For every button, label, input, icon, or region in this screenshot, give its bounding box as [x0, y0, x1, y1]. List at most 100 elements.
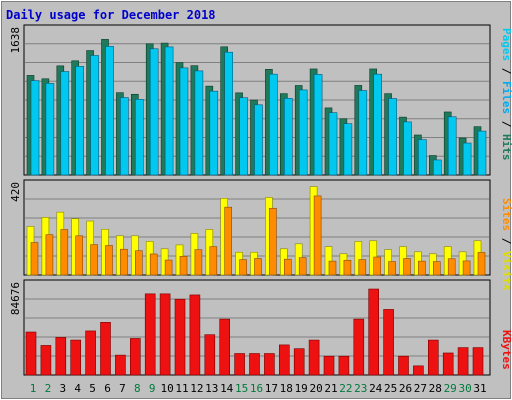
sites-bar — [135, 250, 143, 276]
kbytes-bar — [264, 353, 275, 376]
kbytes-bar — [278, 344, 290, 376]
day-label: 9 — [149, 382, 156, 395]
day-label: 23 — [354, 382, 367, 395]
files-bar — [194, 70, 204, 176]
sites-bar — [269, 207, 277, 276]
sites-bar — [224, 206, 232, 276]
day-label: 22 — [339, 382, 352, 395]
kbytes-panel — [23, 279, 491, 376]
day-label: 20 — [309, 382, 322, 395]
kbytes-bar — [130, 338, 141, 376]
kbytes-bar — [353, 318, 365, 376]
sites-bar — [447, 258, 456, 276]
files-bar — [432, 159, 442, 176]
day-label: 28 — [429, 382, 442, 395]
day-label: 16 — [250, 382, 263, 395]
kbytes-bar — [204, 334, 216, 376]
day-label: 4 — [74, 382, 81, 395]
kbytes-bar — [55, 337, 67, 376]
files-bar — [462, 142, 472, 176]
sites-visits-axis-label: Sites / Visits — [500, 198, 512, 291]
visits-bar — [354, 241, 363, 276]
kbytes-axis-label: KBytes — [500, 330, 512, 370]
files-bar — [388, 98, 397, 176]
pages-label: Pages — [500, 28, 512, 61]
sites-bar — [30, 242, 39, 276]
sites-bar — [388, 261, 396, 276]
day-label: 3 — [59, 382, 66, 395]
files-bar — [209, 90, 219, 176]
day-axis-labels: 1 2 3 4 5 6 7 8 9 10 11 12 13 14 15 16 17 18 19 20 21 22 23 24 2… — [30, 382, 487, 395]
hits-label: Hits — [500, 134, 512, 161]
kbytes-bar — [338, 355, 350, 376]
panel-bars — [26, 186, 486, 276]
sites-bar — [149, 253, 158, 276]
kbytes-max-tick-label: 84676 — [9, 282, 22, 315]
day-label: 18 — [280, 382, 293, 395]
files-bar — [447, 116, 457, 176]
kbytes-bar — [293, 348, 305, 376]
files-bar — [328, 112, 338, 176]
sites-bar — [209, 246, 218, 276]
sites-bar — [179, 256, 188, 276]
day-label: 7 — [119, 382, 126, 395]
files-bar — [358, 90, 368, 176]
sites-bar — [75, 235, 83, 276]
kbytes-bar — [159, 293, 171, 376]
day-label: 1 — [30, 382, 37, 395]
sites-bar — [432, 261, 441, 276]
day-label: 24 — [369, 382, 383, 395]
day-label: 21 — [324, 382, 337, 395]
files-bar — [105, 46, 114, 176]
day-label: 25 — [384, 382, 397, 395]
sites-bar — [164, 259, 173, 276]
kbytes-bar — [472, 347, 484, 376]
day-label: 17 — [265, 382, 278, 395]
day-label: 14 — [220, 382, 234, 395]
files-bar — [418, 139, 427, 176]
sites-bar — [373, 256, 382, 276]
files-bar — [75, 66, 84, 176]
kbytes-bar — [40, 345, 52, 376]
kbytes-bar — [442, 352, 454, 376]
files-bar — [239, 97, 248, 176]
day-label: 11 — [175, 382, 188, 395]
day-label: 10 — [160, 382, 173, 395]
kbytes-bar — [189, 294, 201, 376]
sites-bar — [254, 258, 262, 276]
files-bar — [313, 74, 323, 176]
hits-max-tick-label: 1638 — [9, 27, 22, 54]
sites-bar — [343, 259, 352, 276]
day-label: 15 — [235, 382, 248, 395]
files-bar — [254, 104, 263, 176]
files-bar — [224, 51, 233, 176]
files-bar — [45, 83, 55, 176]
day-label: 26 — [399, 382, 412, 395]
kbytes-bar — [413, 365, 424, 376]
kbytes-bar — [457, 347, 469, 376]
sites-bar — [194, 249, 203, 276]
kbytes-bar — [25, 331, 37, 376]
panel-bars — [25, 288, 484, 376]
sites-bar — [298, 257, 307, 276]
files-bar — [164, 46, 174, 176]
day-label: 30 — [458, 382, 471, 395]
kbytes-bar — [249, 353, 260, 376]
sites-bar — [90, 244, 98, 276]
sites-bar — [120, 248, 128, 276]
sites-bar — [239, 259, 247, 276]
files-label: Files — [500, 81, 512, 114]
files-bar — [179, 67, 189, 176]
sites-bar — [60, 229, 69, 276]
files-bar — [90, 55, 99, 176]
day-label: 8 — [134, 382, 141, 395]
kbytes-bar — [323, 355, 335, 376]
sites-bar — [45, 234, 54, 276]
day-label: 19 — [295, 382, 308, 395]
files-bar — [135, 99, 144, 176]
files-bar — [149, 48, 159, 176]
files-bar — [283, 98, 293, 176]
kbytes-bar — [174, 298, 186, 376]
